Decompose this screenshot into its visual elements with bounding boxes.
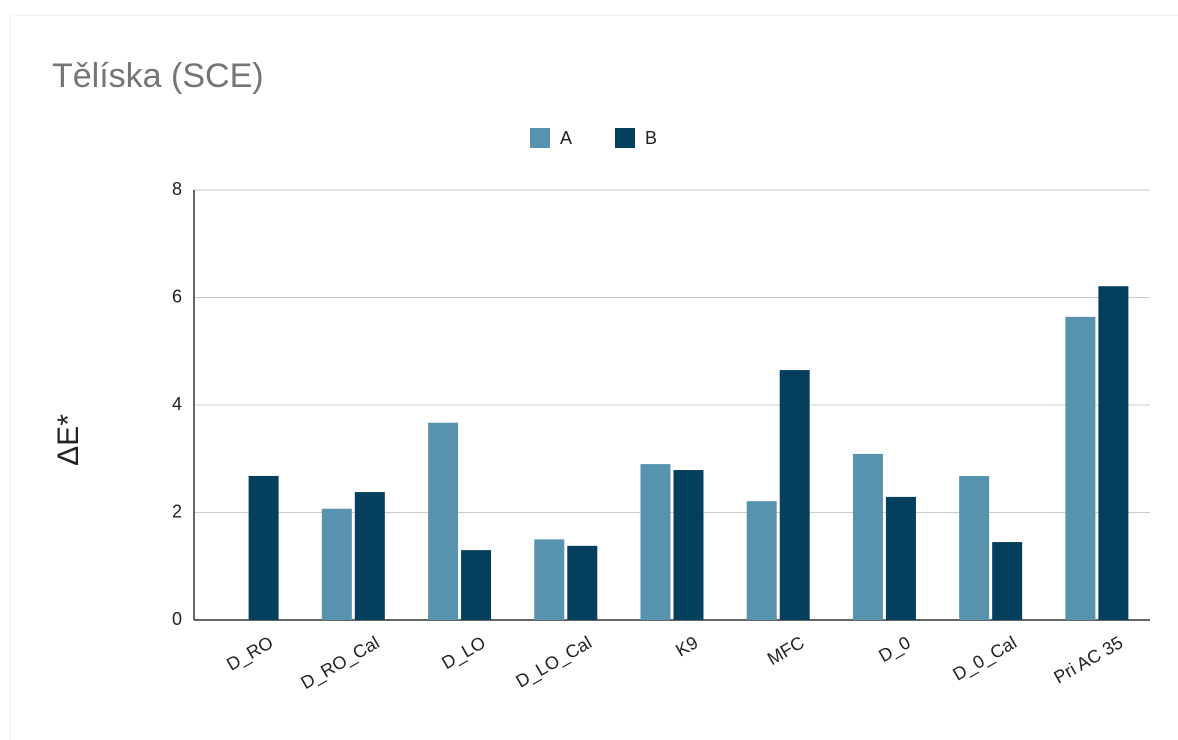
chart-title: Tělíska (SCE) [52,57,264,95]
bar [354,492,385,620]
card [9,14,1178,740]
y-axis-label: ΔE* [52,414,85,466]
y-tick-label: 4 [172,394,182,414]
y-tick-label: 2 [172,501,182,521]
bar [746,501,777,620]
bar [321,508,352,620]
bar [852,453,883,620]
bar [461,550,492,620]
legend-label: A [560,128,572,148]
y-tick-label: 0 [172,609,182,629]
bar [1098,286,1129,620]
bar [640,464,671,620]
bar [1065,316,1096,620]
y-tick-label: 8 [172,179,182,199]
bar [779,370,810,620]
y-tick-label: 6 [172,286,182,306]
bar [992,542,1023,620]
legend-swatch [615,128,635,148]
legend-swatch [530,128,550,148]
bar [567,545,598,620]
bar [248,475,279,620]
bar [885,496,916,620]
bar [534,539,565,620]
bar [428,422,459,620]
bar [673,470,704,620]
legend-label: B [645,128,657,148]
bar [959,475,990,620]
